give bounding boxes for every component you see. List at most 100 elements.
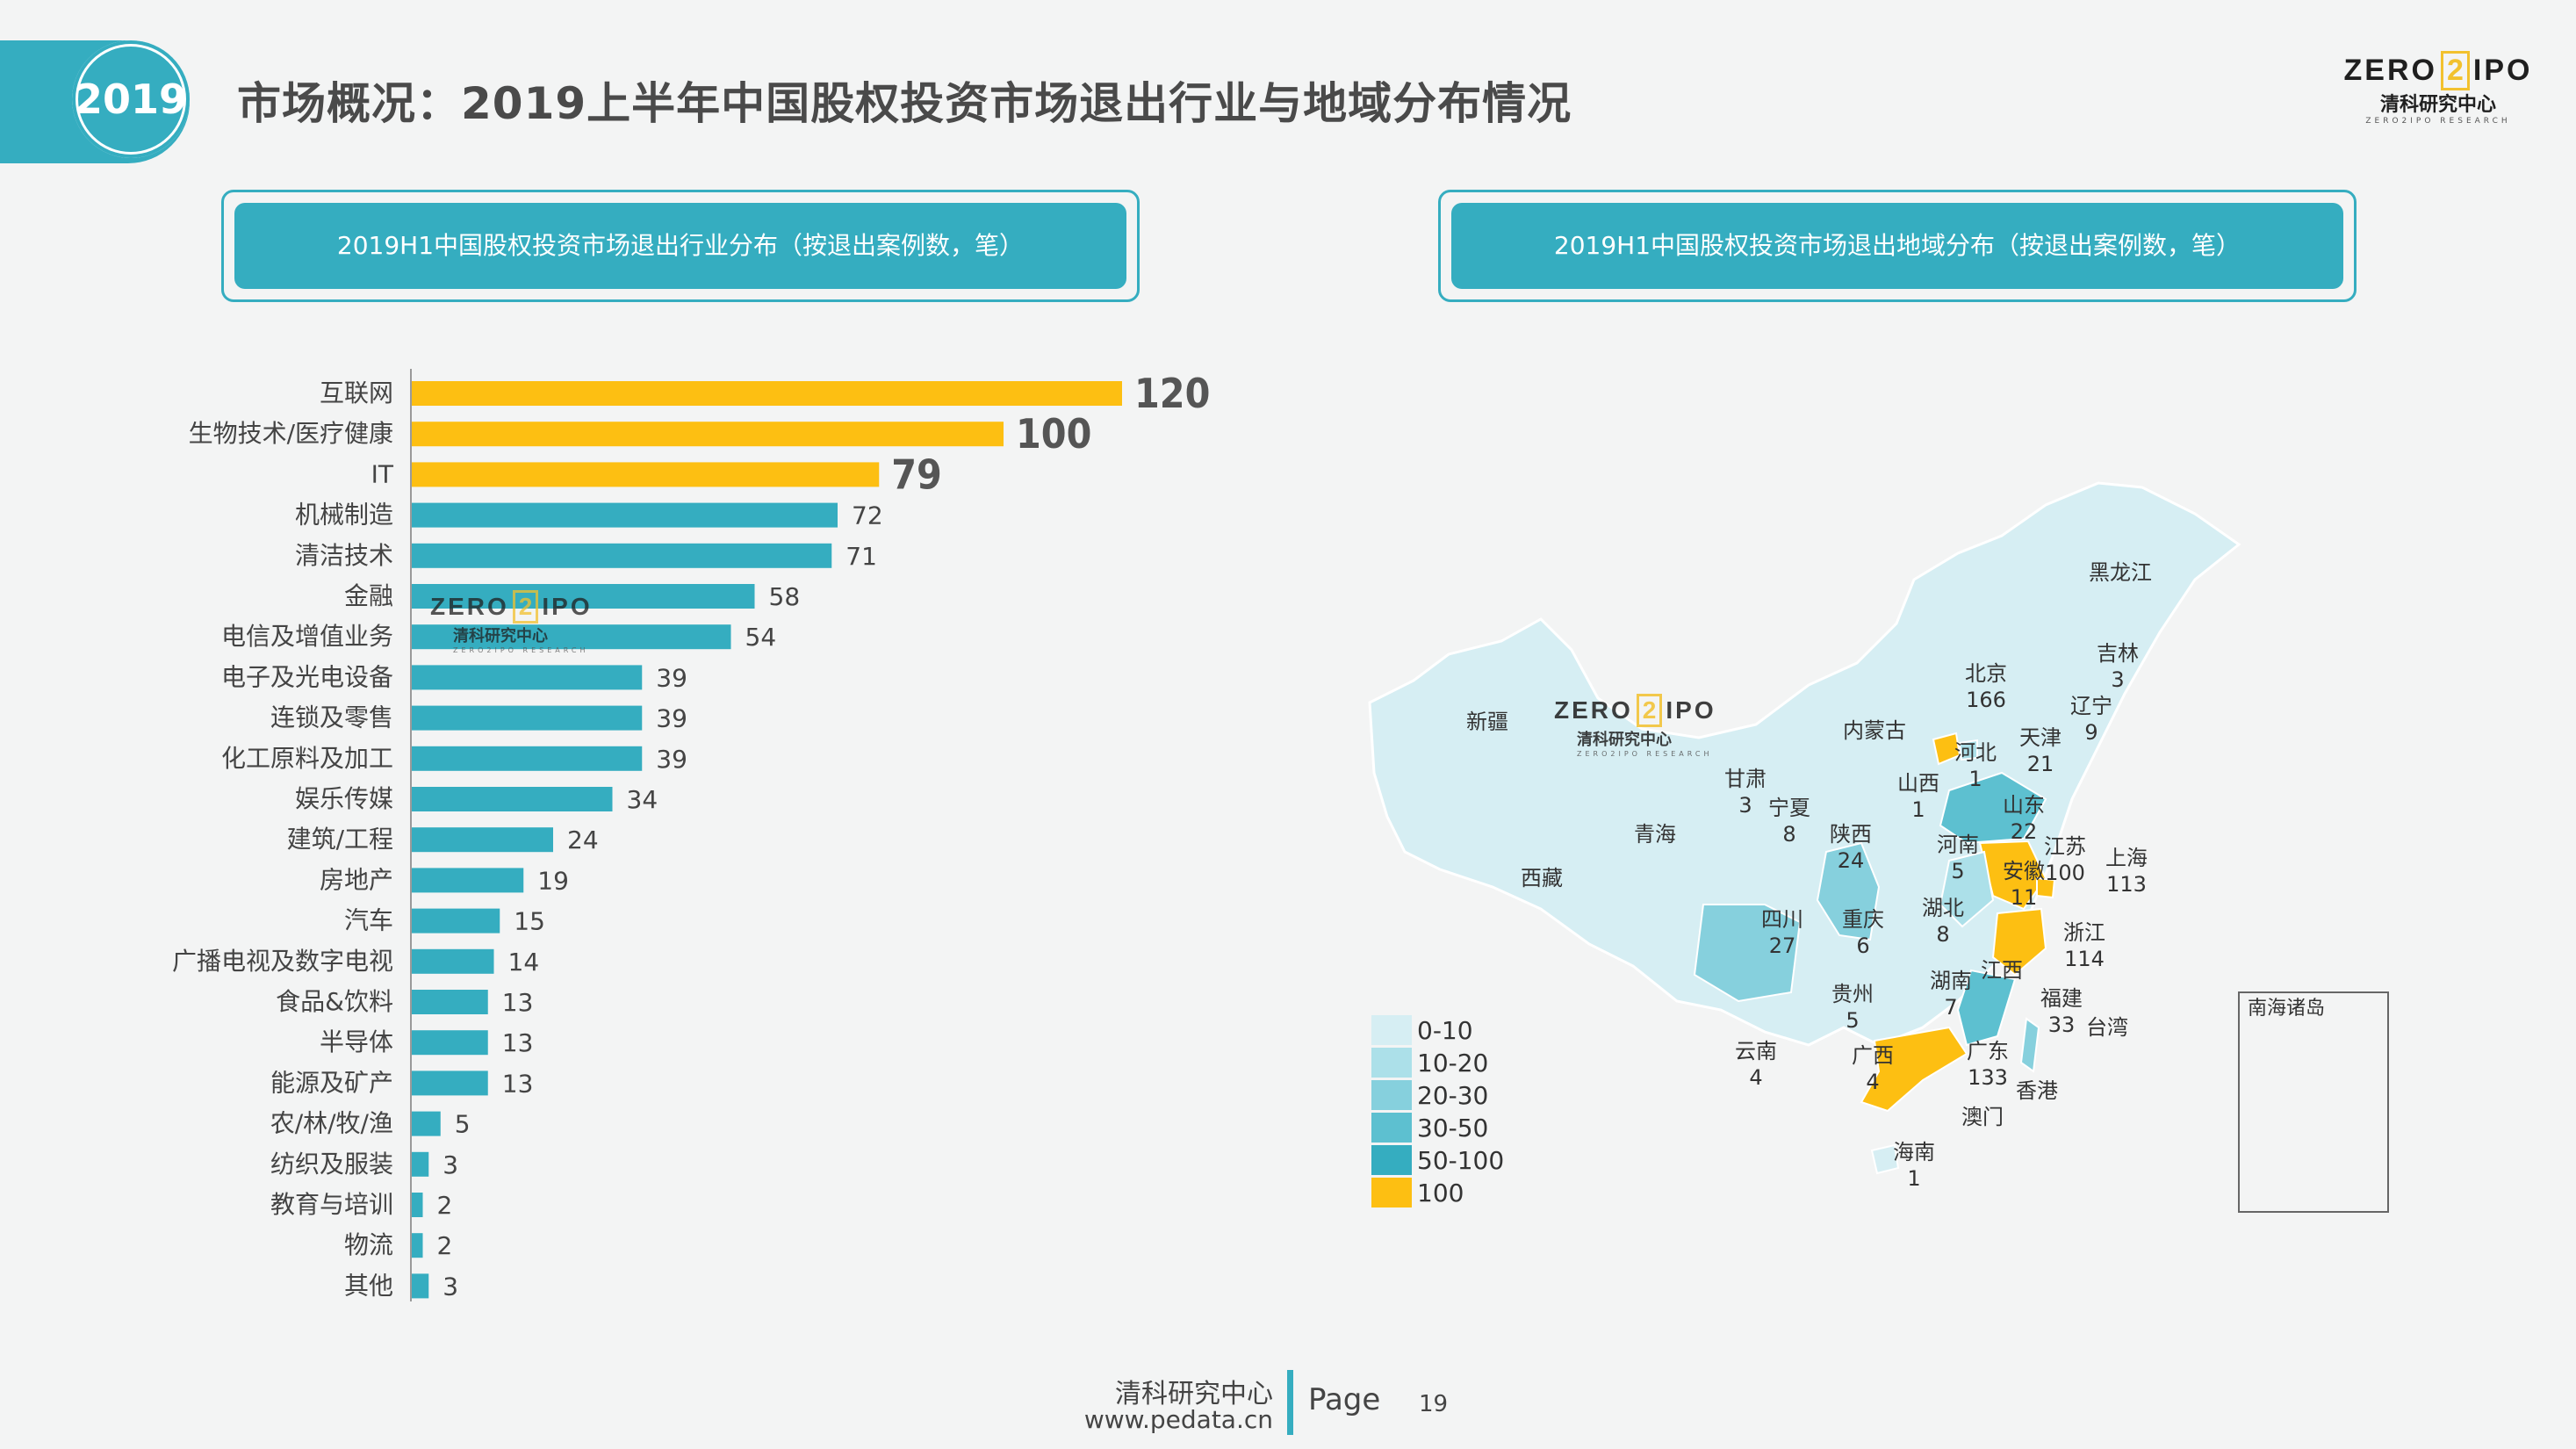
legend-item: 50-100 (1371, 1145, 1504, 1175)
region-value: 1 (1907, 1166, 1920, 1191)
bar (411, 1273, 429, 1299)
bar-value-label: 2 (437, 1231, 453, 1260)
region-guangdong (1860, 1026, 1968, 1113)
legend-item: 10-20 (1371, 1048, 1488, 1078)
bar (411, 1151, 429, 1177)
category-label: 连锁及零售 (270, 703, 393, 732)
region-label: 浙江 (2063, 920, 2105, 945)
map-watermark-box: 2 (1636, 694, 1663, 727)
category-label: 电信及增值业务 (221, 622, 393, 651)
region-label: 内蒙古 (1843, 718, 1906, 743)
region-value: 4 (1866, 1070, 1879, 1094)
category-label: 房地产 (320, 865, 393, 894)
inset-title: 南海诸岛 (2248, 998, 2325, 1020)
legend-label: 10-20 (1417, 1048, 1489, 1078)
bar (411, 746, 643, 771)
category-label: 生物技术/医疗健康 (189, 419, 393, 448)
region-label: 江西 (1981, 958, 2023, 983)
category-label: 教育与培训 (270, 1190, 393, 1219)
region-value: 4 (1749, 1065, 1762, 1090)
watermark-box-text: 2 (512, 590, 539, 624)
category-label: 娱乐传媒 (295, 784, 393, 813)
region-shaanxi (1816, 841, 1881, 941)
bar (411, 1071, 488, 1096)
watermark-logo-map: ZERO 2 IPO 清科研究中心 ZERO2IPO RESEARCH (1554, 694, 1716, 758)
region-value: 1 (1968, 767, 1982, 791)
category-label: 半导体 (320, 1027, 393, 1056)
region-label: 山西 (1897, 771, 1939, 796)
region-tianjin (1958, 739, 1978, 761)
bar (411, 502, 838, 528)
region-value: 6 (1856, 934, 1869, 958)
region-label: 福建 (2040, 986, 2083, 1011)
category-label: 食品&饮料 (276, 987, 393, 1016)
bar-value-label: 24 (567, 825, 599, 854)
bar-value-label: 3 (443, 1272, 458, 1301)
map-watermark-zero: ZERO (1554, 696, 1633, 724)
category-label: 互联网 (320, 378, 393, 407)
left-panel-frame: 2019H1中国股权投资市场退出行业分布（按退出案例数，笔） (221, 190, 1140, 302)
bar-value-label: 39 (656, 663, 687, 692)
bar-value-label: 13 (502, 1028, 534, 1057)
region-label: 吉林 (2097, 641, 2139, 666)
bar (411, 948, 494, 974)
region-sichuan (1693, 904, 1802, 1003)
legend-item: 100 (1371, 1178, 1464, 1208)
region-value: 24 (1838, 848, 1865, 873)
bar (411, 665, 643, 690)
legend-label: 0-10 (1417, 1015, 1473, 1045)
region-value: 7 (1944, 995, 1957, 1020)
region-label: 河南 (1937, 833, 1979, 857)
right-panel-frame: 2019H1中国股权投资市场退出地域分布（按退出案例数，笔） (1438, 190, 2357, 302)
region-value: 113 (2106, 872, 2147, 897)
footer-url: www.pedata.cn (1083, 1405, 1273, 1434)
bar (411, 543, 832, 568)
region-label: 辽宁 (2070, 694, 2112, 718)
region-label: 重庆 (1842, 907, 1884, 932)
bar-value-label: 13 (502, 988, 534, 1017)
map-watermark-subtitle: 清科研究中心 (1577, 731, 1672, 749)
bar (411, 381, 1122, 406)
legend-label: 30-50 (1417, 1113, 1489, 1143)
watermark-logo-left: ZERO 2 IPO 清科研究中心 ZERO2IPO RESEARCH (430, 590, 593, 654)
bar-value-label: 19 (537, 866, 569, 895)
watermark-subtitle: 清科研究中心 (453, 627, 548, 645)
legend-swatch (1371, 1113, 1412, 1143)
bar-value-label: 100 (1016, 410, 1091, 458)
bar (411, 462, 880, 487)
region-label: 陕西 (1830, 822, 1872, 847)
region-fujian (1956, 969, 2017, 1047)
category-label: 化工原料及加工 (221, 744, 393, 773)
region-anhui (1939, 850, 1995, 928)
watermark-zero-text: ZERO (430, 593, 509, 620)
region-value: 133 (1968, 1065, 2008, 1090)
map-watermark-ipo: IPO (1666, 696, 1716, 724)
bar-value-label: 15 (514, 907, 545, 936)
watermark-ipo-text: IPO (542, 593, 593, 620)
category-label: 金融 (344, 581, 393, 610)
category-label: 电子及光电设备 (221, 662, 393, 691)
year-badge-text: 2019 (74, 76, 188, 123)
logo-zero-text: ZERO (2343, 54, 2437, 87)
legend-swatch (1371, 1015, 1412, 1045)
bar (411, 868, 524, 893)
bar-value-label: 58 (769, 582, 801, 611)
bar (411, 422, 1004, 447)
region-label: 湖南 (1930, 969, 1972, 993)
legend-swatch (1371, 1178, 1412, 1208)
bar-value-label: 2 (437, 1191, 453, 1220)
category-label: 能源及矿产 (270, 1068, 393, 1097)
map-legend: 0-10 10-20 20-30 30-50 50-100 100 (1371, 1015, 1547, 1226)
south-china-sea-inset (2238, 991, 2389, 1213)
region-value: 8 (1936, 922, 1949, 947)
region-label: 新疆 (1466, 710, 1508, 734)
region-label: 广东 (1967, 1039, 2009, 1063)
region-value: 5 (1846, 1008, 1859, 1033)
category-label: 建筑/工程 (287, 825, 393, 854)
region-label: 河北 (1954, 740, 1997, 765)
region-label: 广西 (1852, 1043, 1894, 1068)
map-watermark-tagline: ZERO2IPO RESEARCH (1577, 750, 1713, 758)
region-label: 青海 (1634, 822, 1676, 847)
legend-label: 50-100 (1417, 1145, 1505, 1175)
